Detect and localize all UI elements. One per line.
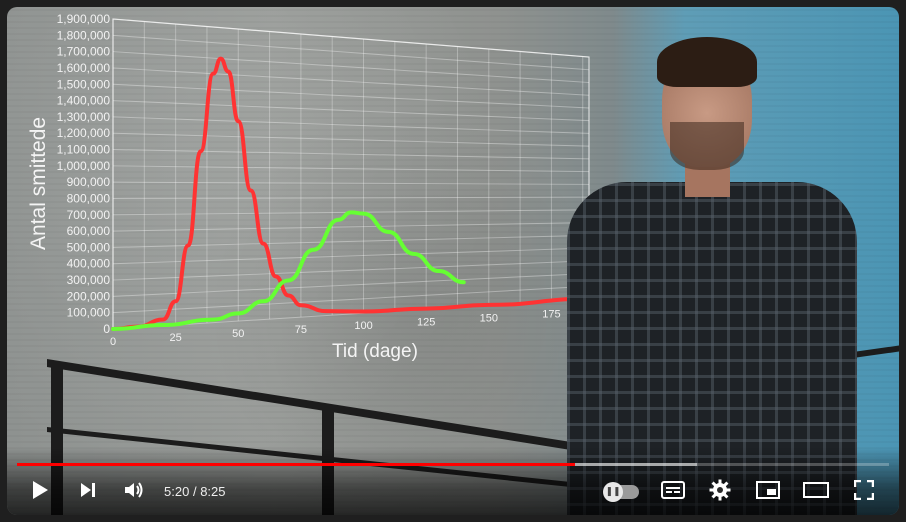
y-tick-label: 1,800,000 xyxy=(57,28,111,42)
theater-mode-button[interactable] xyxy=(801,475,831,505)
infection-chart: 0 100,000 200,000 300,000 400,000 500,000 600,… xyxy=(27,12,591,362)
y-tick-label: 1,600,000 xyxy=(57,61,111,75)
y-tick-label: 100,000 xyxy=(67,306,111,320)
x-tick-labels: 0 25 50 75 100 125 150 175 xyxy=(110,308,561,348)
grid-line-h xyxy=(112,34,590,71)
play-icon xyxy=(33,481,48,499)
grid-line-h xyxy=(112,247,590,265)
fullscreen-icon xyxy=(854,480,874,500)
y-tick-label: 400,000 xyxy=(67,257,111,271)
grid-line-h xyxy=(112,67,590,96)
x-tick-label: 50 xyxy=(232,328,244,340)
y-tick-label: 1,300,000 xyxy=(57,110,111,124)
time-separator: / xyxy=(192,484,197,499)
x-tick-label: 125 xyxy=(417,316,435,328)
y-tick-label: 600,000 xyxy=(67,224,111,238)
settings-button[interactable] xyxy=(705,475,735,505)
x-tick-label: 100 xyxy=(354,320,372,332)
y-tick-label: 900,000 xyxy=(67,175,111,189)
next-icon xyxy=(81,483,95,497)
chart-frame xyxy=(112,18,590,329)
x-tick-label: 75 xyxy=(295,324,307,336)
y-tick-label: 1,900,000 xyxy=(57,12,111,26)
grid-line-h xyxy=(112,196,590,199)
presenter-beard xyxy=(670,122,744,170)
y-tick-label: 1,100,000 xyxy=(57,143,111,157)
theater-mode-icon xyxy=(803,482,829,498)
miniplayer-button[interactable] xyxy=(753,475,783,505)
played-bar xyxy=(17,463,576,466)
series-line-2 xyxy=(111,210,466,331)
y-axis-label: Antal smittede xyxy=(27,117,50,250)
grid-line-h xyxy=(112,285,590,314)
chart-grid xyxy=(112,18,590,330)
y-tick-label: 1,200,000 xyxy=(57,126,111,140)
y-tick-label: 700,000 xyxy=(67,208,111,222)
grid-line-h xyxy=(112,222,590,232)
next-button[interactable] xyxy=(73,475,103,505)
y-tick-label: 1,400,000 xyxy=(57,94,111,108)
gear-icon xyxy=(709,479,731,501)
y-tick-label: 200,000 xyxy=(67,289,111,303)
y-tick-label: 1,000,000 xyxy=(57,159,111,173)
grid-line-h xyxy=(112,234,590,248)
grid-line-h xyxy=(112,116,590,134)
grid-line-h xyxy=(112,83,590,109)
chart-series xyxy=(111,56,591,331)
video-area[interactable]: 0 100,000 200,000 300,000 400,000 500,000 600,… xyxy=(7,7,899,515)
grid-line-h xyxy=(112,149,590,160)
time-display: 5:20 / 8:25 xyxy=(164,484,226,499)
x-axis-label: Tid (dage) xyxy=(332,341,418,362)
x-tick-label: 150 xyxy=(480,312,498,324)
duration: 8:25 xyxy=(200,484,226,499)
fullscreen-button[interactable] xyxy=(849,475,879,505)
series-line-1 xyxy=(111,56,591,331)
subtitles-button[interactable] xyxy=(658,475,688,505)
current-time: 5:20 xyxy=(164,484,190,499)
presenter-hair xyxy=(657,37,757,87)
subtitles-icon xyxy=(661,481,685,499)
volume-button[interactable] xyxy=(119,475,149,505)
autoplay-toggle[interactable]: ❚❚ xyxy=(603,482,639,502)
x-tick-label: 25 xyxy=(170,332,182,344)
presenter xyxy=(567,37,867,515)
x-tick-label: 175 xyxy=(542,308,560,320)
x-tick-label: 0 xyxy=(110,336,116,348)
y-tick-label: 300,000 xyxy=(67,273,111,287)
grid-line-h xyxy=(112,51,590,83)
grid-line-h xyxy=(112,273,590,297)
grid-line-h xyxy=(112,260,590,281)
volume-icon xyxy=(125,482,143,498)
progress-bar[interactable] xyxy=(17,463,889,466)
y-tick-label: 500,000 xyxy=(67,240,111,254)
y-tick-label: 800,000 xyxy=(67,191,111,205)
y-tick-label: 0 xyxy=(103,322,110,336)
y-tick-labels: 0 100,000 200,000 300,000 400,000 500,000 600,… xyxy=(57,12,111,336)
grid-line-h xyxy=(112,181,590,185)
miniplayer-icon xyxy=(756,481,780,499)
y-tick-label: 1,700,000 xyxy=(57,45,111,59)
grid-line-h xyxy=(112,165,590,173)
player-controls: 5:20 / 8:25 ❚❚ xyxy=(7,447,899,515)
grid-line-h xyxy=(112,100,590,122)
y-tick-label: 1,500,000 xyxy=(57,77,111,91)
autoplay-toggle-icon: ❚❚ xyxy=(603,482,623,502)
grid-line-h xyxy=(112,132,590,147)
play-button[interactable] xyxy=(25,475,55,505)
